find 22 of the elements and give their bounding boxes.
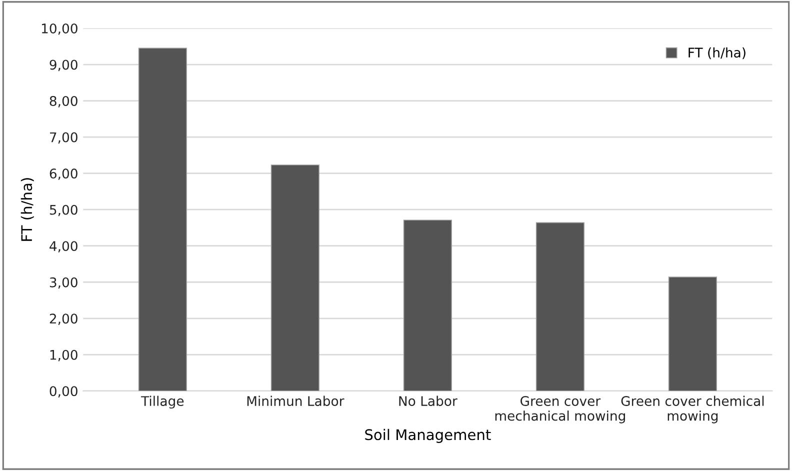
bar bbox=[536, 222, 584, 391]
y-tick-label: 3,00 bbox=[50, 277, 78, 289]
y-tick-label: 8,00 bbox=[50, 96, 78, 108]
bar bbox=[668, 276, 717, 391]
y-axis-title: FT (h/ha) bbox=[20, 178, 34, 241]
y-tick-label: 9,00 bbox=[50, 60, 78, 72]
y-tick-label: 10,00 bbox=[42, 23, 78, 35]
y-tick-label: 6,00 bbox=[50, 168, 78, 180]
y-tick-label: 4,00 bbox=[50, 241, 78, 252]
x-tick-label: Tillage bbox=[141, 396, 184, 409]
y-tick-label: 5,00 bbox=[50, 204, 78, 216]
x-tick-label: Minimun Labor bbox=[247, 396, 344, 406]
x-tick-label: No Labor bbox=[399, 396, 458, 406]
bar bbox=[138, 48, 187, 391]
y-tick-label: 0,00 bbox=[50, 386, 78, 398]
y-tick-label: 2,00 bbox=[50, 314, 78, 325]
bar bbox=[270, 164, 320, 391]
y-tick-label: 1,00 bbox=[50, 350, 78, 362]
y-tick-label: 7,00 bbox=[50, 132, 78, 144]
legend-label: FT (h/ha) bbox=[688, 47, 746, 60]
x-axis-title: Soil Management bbox=[365, 428, 491, 444]
bar bbox=[403, 220, 452, 391]
